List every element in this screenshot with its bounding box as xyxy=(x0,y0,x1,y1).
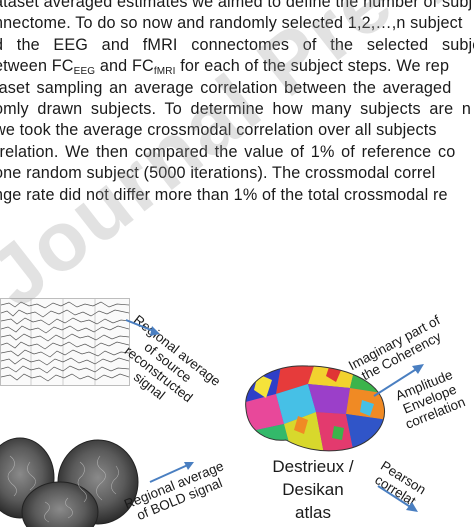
eeg-traces-svg xyxy=(1,299,129,385)
arrow-coherency-icon xyxy=(373,364,424,397)
mri-slices-svg xyxy=(0,437,139,527)
text-span: etween FC xyxy=(0,57,74,76)
subscript-fmri: fMRI xyxy=(153,66,176,78)
text-line: etween FCEEG and FCfMRI for each of the … xyxy=(0,56,474,77)
eeg-traces-image xyxy=(0,298,130,386)
atlas-line: Desikan xyxy=(282,480,344,499)
text-span: and FC xyxy=(95,57,154,76)
text-line: one random subject (5000 iterations). Th… xyxy=(0,164,436,183)
text-line: taset sampling an average correlation be… xyxy=(0,78,452,97)
text-line: we took the average crossmodal correlati… xyxy=(0,121,437,140)
arrow-pearson-icon xyxy=(377,485,418,512)
atlas-line: atlas xyxy=(295,503,331,522)
arrow-eeg-icon xyxy=(125,319,160,336)
arrow-bold-icon xyxy=(149,462,194,483)
text-line: ataset averaged estimates we aimed to de… xyxy=(0,0,473,11)
text-span: for each of the subject steps. We rep xyxy=(175,57,450,76)
mri-slices-image xyxy=(0,432,140,527)
atlas-label: Destrieux / Desikan atlas xyxy=(238,455,388,524)
subscript-eeg: EEG xyxy=(73,66,96,78)
text-line: rrelation. We then compared the value of… xyxy=(0,142,456,161)
text-line: nge rate did not differ more than 1% of … xyxy=(0,185,448,204)
brain-atlas-image xyxy=(245,365,386,452)
text-line: omly drawn subjects. To determine how ma… xyxy=(0,99,472,118)
atlas-line: Destrieux / xyxy=(272,457,354,476)
text-line: d the EEG and fMRI connectomes of the se… xyxy=(0,35,474,54)
text-line: nnectome. To do so now and randomly sele… xyxy=(0,14,463,33)
body-text: ataset averaged estimates we aimed to de… xyxy=(0,0,474,206)
